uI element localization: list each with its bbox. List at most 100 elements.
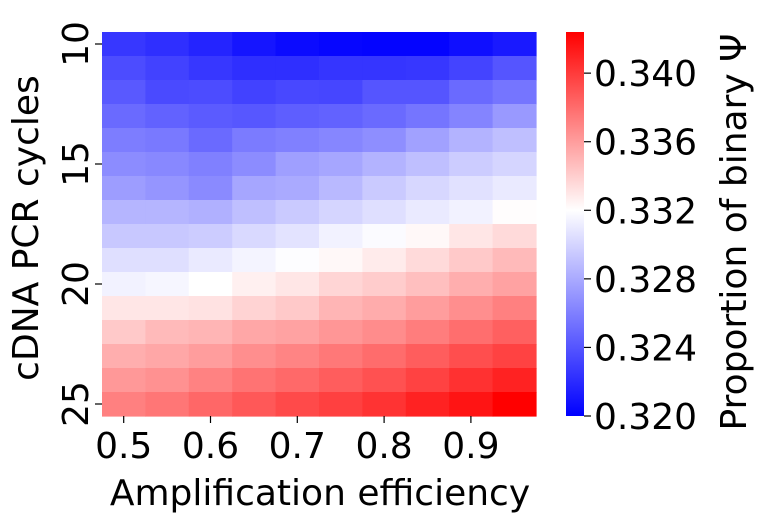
heatmap-cell <box>102 176 146 201</box>
y-tick-label: 15 <box>56 141 97 187</box>
heatmap-cell <box>492 200 537 225</box>
heatmap-cell <box>145 176 190 201</box>
heatmap-cells <box>102 32 537 417</box>
heatmap-cell <box>492 368 537 393</box>
x-tick-label: 0.9 <box>442 426 499 467</box>
heatmap-cell <box>145 104 190 129</box>
heatmap-cell <box>319 344 363 369</box>
heatmap-cell <box>362 128 407 153</box>
heatmap-cell <box>405 248 450 273</box>
heatmap-cell <box>188 272 233 297</box>
heatmap-cell <box>145 200 190 225</box>
heatmap-cell <box>232 152 277 177</box>
heatmap-cell <box>405 32 450 57</box>
x-tick-label: 0.5 <box>95 426 152 467</box>
heatmap-cell <box>405 152 450 177</box>
heatmap-cell <box>145 32 190 57</box>
x-axis-label: Amplification efficiency <box>110 473 530 514</box>
heatmap-cell <box>449 248 494 273</box>
heatmap-cell <box>102 320 146 345</box>
heatmap-cell <box>492 56 537 81</box>
heatmap-cell <box>362 56 407 81</box>
heatmap-cell <box>405 296 450 321</box>
heatmap-cell <box>362 344 407 369</box>
heatmap-cell <box>102 392 146 417</box>
heatmap-cell <box>232 296 277 321</box>
heatmap-cell <box>145 296 190 321</box>
colorbar-label: Proportion of binary Ψ <box>714 34 755 431</box>
heatmap-cell <box>275 368 320 393</box>
heatmap-cell <box>492 344 537 369</box>
heatmap-cell <box>449 392 494 417</box>
heatmap-cell <box>275 272 320 297</box>
colorbar-tick-label: 0.340 <box>594 54 697 95</box>
heatmap-cell <box>102 272 146 297</box>
heatmap-cell <box>492 80 537 105</box>
heatmap-cell <box>102 248 146 273</box>
heatmap-cell <box>232 80 277 105</box>
colorbar-tick-label: 0.332 <box>594 191 697 232</box>
heatmap-cell <box>492 320 537 345</box>
heatmap-cell <box>492 104 537 129</box>
heatmap-cell <box>362 296 407 321</box>
heatmap-cell <box>449 296 494 321</box>
colorbar-tick-label: 0.324 <box>594 328 697 369</box>
heatmap-cell <box>145 320 190 345</box>
colorbar-tick-label: 0.328 <box>594 260 697 301</box>
colorbar-tick-label: 0.336 <box>594 123 697 164</box>
colorbar-ticks: 0.320 0.324 0.328 0.332 0.336 0.340 <box>584 54 697 438</box>
heatmap-cell <box>362 320 407 345</box>
heatmap-cell <box>492 152 537 177</box>
heatmap-cell <box>449 200 494 225</box>
heatmap-cell <box>319 128 363 153</box>
heatmap-cell <box>319 272 363 297</box>
heatmap-cell <box>275 296 320 321</box>
heatmap-cell <box>405 104 450 129</box>
heatmap-cell <box>275 128 320 153</box>
heatmap-cell <box>102 152 146 177</box>
heatmap-cell <box>102 128 146 153</box>
heatmap-cell <box>449 56 494 81</box>
heatmap-cell <box>275 104 320 129</box>
heatmap-cell <box>188 392 233 417</box>
y-tick-label: 10 <box>56 21 97 67</box>
heatmap-cell <box>405 272 450 297</box>
x-tick-label: 0.6 <box>182 426 239 467</box>
heatmap-cell <box>492 32 537 57</box>
heatmap-cell <box>319 392 363 417</box>
heatmap-cell <box>362 152 407 177</box>
heatmap-cell <box>449 152 494 177</box>
heatmap-cell <box>405 320 450 345</box>
heatmap-cell <box>492 128 537 153</box>
heatmap-cell <box>232 368 277 393</box>
heatmap-cell <box>362 200 407 225</box>
heatmap-cell <box>188 224 233 249</box>
heatmap-cell <box>188 368 233 393</box>
heatmap-cell <box>145 224 190 249</box>
y-axis-label: cDNA PCR cycles <box>6 75 47 381</box>
heatmap-cell <box>319 296 363 321</box>
heatmap-cell <box>449 272 494 297</box>
heatmap-cell <box>102 368 146 393</box>
heatmap-cell <box>232 248 277 273</box>
heatmap-cell <box>449 344 494 369</box>
heatmap-cell <box>232 32 277 57</box>
heatmap-cell <box>145 368 190 393</box>
heatmap-cell <box>362 32 407 57</box>
heatmap-cell <box>188 80 233 105</box>
heatmap-cell <box>188 344 233 369</box>
heatmap-cell <box>405 224 450 249</box>
heatmap-cell <box>492 296 537 321</box>
heatmap-cell <box>405 80 450 105</box>
y-tick-label: 25 <box>56 381 97 427</box>
heatmap-cell <box>405 56 450 81</box>
heatmap-cell <box>362 392 407 417</box>
heatmap-cell <box>145 344 190 369</box>
heatmap-cell <box>362 104 407 129</box>
heatmap-cell <box>145 272 190 297</box>
heatmap-cell <box>232 344 277 369</box>
heatmap-cell <box>492 248 537 273</box>
heatmap-cell <box>145 392 190 417</box>
heatmap-cell <box>449 32 494 57</box>
heatmap-cell <box>102 56 146 81</box>
